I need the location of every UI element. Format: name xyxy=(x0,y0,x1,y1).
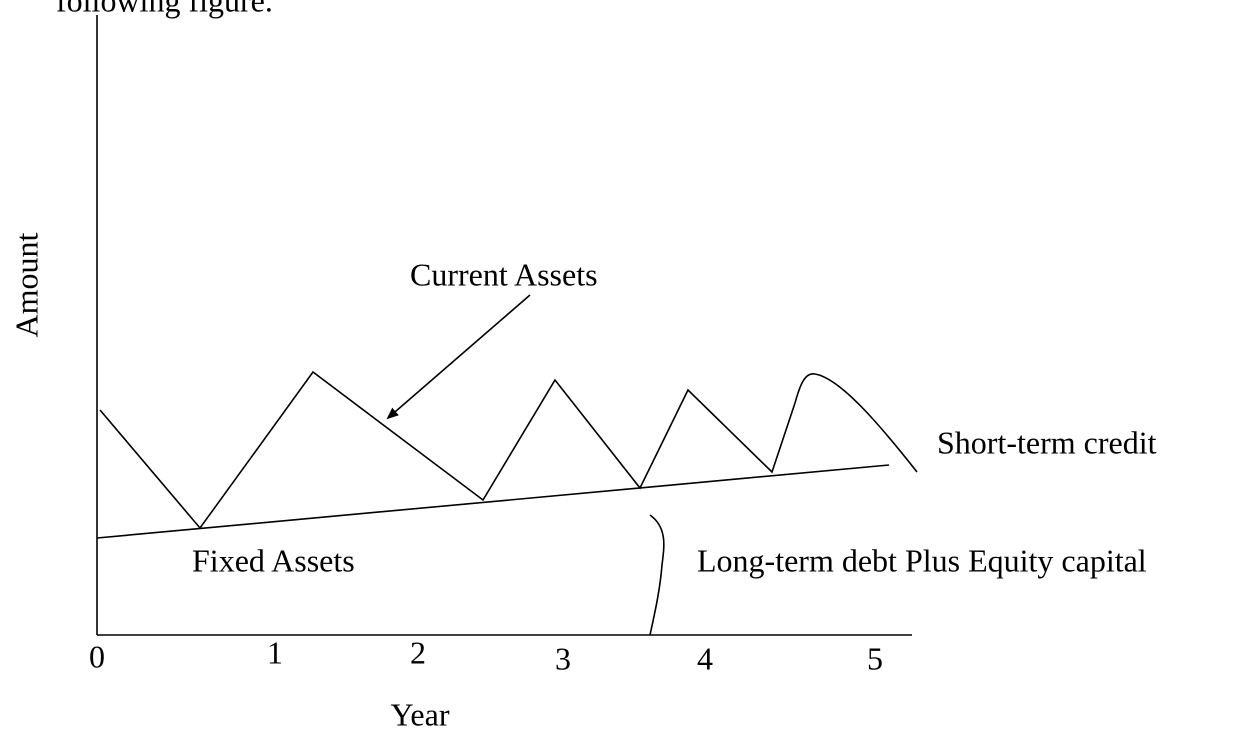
x-tick-label: 4 xyxy=(697,640,713,676)
current-assets-line xyxy=(99,370,796,530)
x-tick-label: 5 xyxy=(867,640,883,676)
brace-curve xyxy=(649,514,665,636)
annotation: Current Assets xyxy=(410,256,598,292)
y-axis-label: Amount xyxy=(8,232,44,337)
fixed-assets-line xyxy=(96,464,890,539)
x-tick-label: 0 xyxy=(89,638,105,674)
x-axis-label: Year xyxy=(391,696,450,732)
annotation: Fixed Assets xyxy=(192,542,355,578)
annotation: Long-term debt Plus Equity capital xyxy=(697,542,1147,578)
current-assets-curve xyxy=(794,373,918,473)
arrow xyxy=(386,294,531,420)
x-tick-label: 1 xyxy=(267,634,283,670)
header-text: following figure. xyxy=(56,0,273,18)
x-tick-label: 2 xyxy=(410,634,426,670)
x-tick-label: 3 xyxy=(555,640,571,676)
annotation: Short-term credit xyxy=(937,424,1157,460)
